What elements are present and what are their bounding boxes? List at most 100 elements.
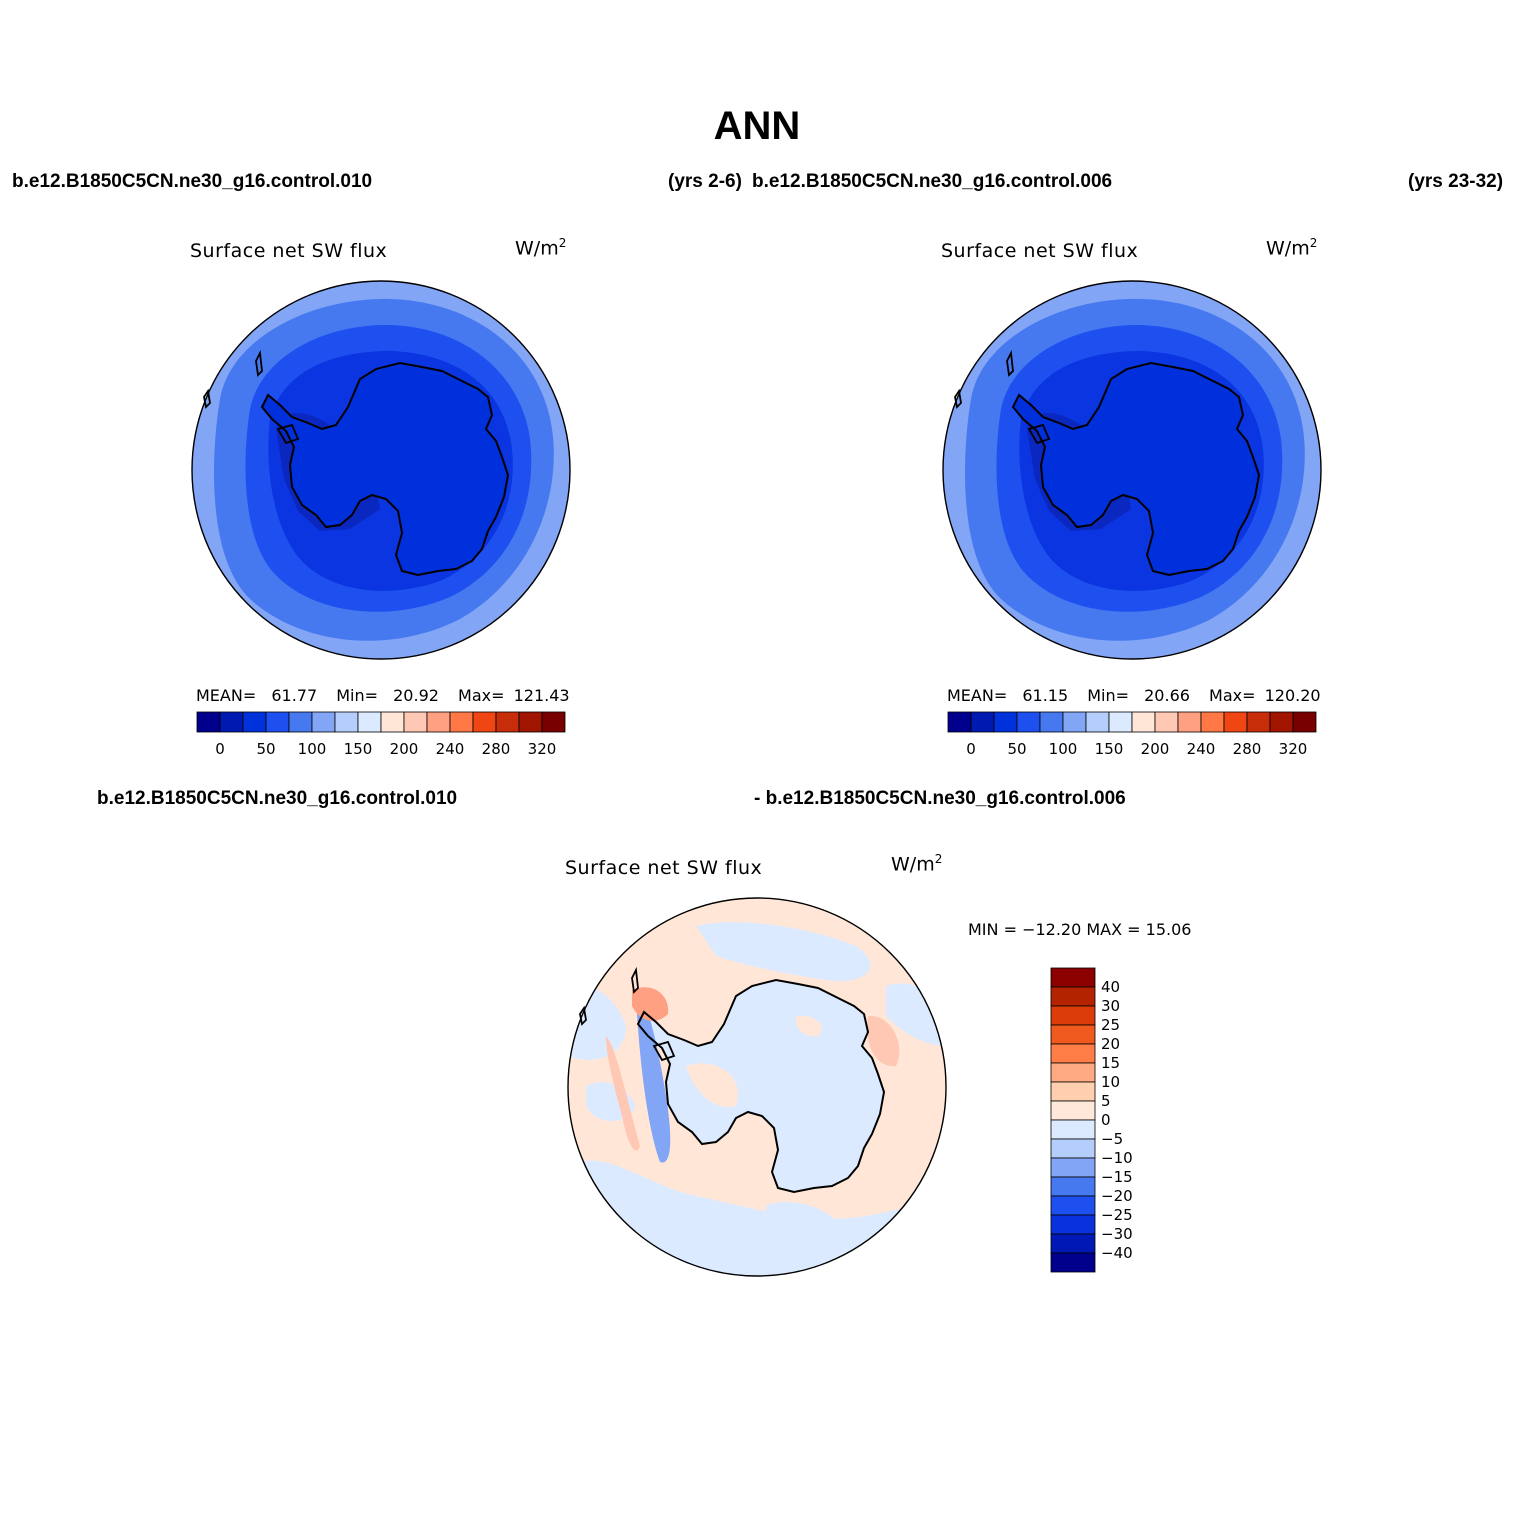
polar-map-right bbox=[942, 280, 1322, 660]
mean-label: MEAN= bbox=[947, 686, 1008, 705]
colorbar-tick-label: 0 bbox=[966, 740, 976, 758]
colorbar-box-9 bbox=[1050, 1138, 1096, 1159]
colorbar-box-14 bbox=[518, 711, 543, 733]
years-label-left: (yrs 2-6) bbox=[668, 171, 742, 192]
colorbar-tick-label: 280 bbox=[1233, 740, 1262, 758]
colorbar-tick-label: 200 bbox=[390, 740, 419, 758]
colorbar-box-10 bbox=[1177, 711, 1202, 733]
panel-title-right: Surface net SW flux bbox=[941, 240, 1139, 262]
map-boundary bbox=[942, 280, 1322, 660]
max-label: Max= bbox=[458, 686, 505, 705]
colorbar-tick-label: −30 bbox=[1101, 1225, 1133, 1243]
figure-title: ANN bbox=[713, 104, 801, 148]
colorbar-box-2 bbox=[1050, 1005, 1096, 1026]
max-value: 121.43 bbox=[513, 686, 570, 705]
colorbar-box-7 bbox=[1108, 711, 1133, 733]
colorbar-box-2 bbox=[993, 711, 1018, 733]
polar-map-diff bbox=[567, 897, 947, 1277]
positive-streak bbox=[606, 1036, 640, 1151]
mean-value: 61.15 bbox=[1022, 686, 1069, 705]
colorbar-box-9 bbox=[403, 711, 428, 733]
colorbar-tick-label: 5 bbox=[1101, 1092, 1111, 1110]
colorbar-tick-label: −5 bbox=[1101, 1130, 1123, 1148]
island-0 bbox=[255, 349, 263, 377]
negative-region-5 bbox=[766, 1201, 836, 1229]
min-label: Min= bbox=[336, 686, 379, 705]
positive-patch-east bbox=[795, 1015, 822, 1037]
colorbar-box-4 bbox=[1039, 711, 1064, 733]
colorbar-box-15 bbox=[1292, 711, 1317, 733]
colorbar-box-13 bbox=[1246, 711, 1271, 733]
colorbar-box-8 bbox=[380, 711, 405, 733]
negative-region-1 bbox=[696, 922, 871, 982]
colorbar-tick-label: −20 bbox=[1101, 1187, 1133, 1205]
island-2 bbox=[1027, 423, 1051, 445]
units-diff: W/m2 bbox=[891, 852, 943, 876]
colorbar-tick-label: −15 bbox=[1101, 1168, 1133, 1186]
island-1 bbox=[954, 388, 962, 409]
years-label-right: (yrs 23-32) bbox=[1408, 171, 1504, 192]
coastline bbox=[1011, 361, 1261, 577]
colorbar-tick-label: 25 bbox=[1101, 1016, 1120, 1034]
coastline bbox=[636, 978, 886, 1194]
min-value: 20.92 bbox=[393, 686, 439, 705]
colorbar-box-5 bbox=[1062, 711, 1087, 733]
colorbar-box-15 bbox=[1050, 1252, 1096, 1273]
colorbar-tick-label: 150 bbox=[1095, 740, 1124, 758]
colorbar-box-7 bbox=[357, 711, 382, 733]
colorbar-tick-label: 50 bbox=[1007, 740, 1026, 758]
colorbar-tick-label: −25 bbox=[1101, 1206, 1133, 1224]
colorbar-tick-label: 150 bbox=[344, 740, 373, 758]
colorbar-tick-label: 15 bbox=[1101, 1054, 1120, 1072]
case-label-right: b.e12.B1850C5CN.ne30_g16.control.006 bbox=[752, 171, 1113, 192]
stats-right: MEAN= 61.15 Min= 20.66 Max= 120.20 bbox=[947, 686, 1321, 705]
colorbar-tick-label: 100 bbox=[298, 740, 327, 758]
colorbar-tick-label: 320 bbox=[528, 740, 557, 758]
island-2 bbox=[276, 423, 300, 445]
colorbar-tick-label: 30 bbox=[1101, 997, 1120, 1015]
panel-title-diff: Surface net SW flux bbox=[565, 857, 763, 879]
colorbar-tick-label: 40 bbox=[1101, 978, 1120, 996]
colorbar-box-11 bbox=[1050, 1176, 1096, 1197]
min-label: Min= bbox=[1087, 686, 1130, 705]
positive-east-coast bbox=[867, 1015, 900, 1067]
colorbar-box-10 bbox=[1050, 1157, 1096, 1178]
colorbar-tick-label: 20 bbox=[1101, 1035, 1120, 1053]
colorbar-tick-label: 320 bbox=[1279, 740, 1308, 758]
polar-map-left bbox=[191, 280, 571, 660]
colorbar-right: 0 50 100 150 200 240 280 320 bbox=[947, 711, 1317, 758]
colorbar-tick-label: 240 bbox=[436, 740, 465, 758]
colorbar-box-14 bbox=[1050, 1233, 1096, 1254]
colorbar-tick-label: 200 bbox=[1141, 740, 1170, 758]
panel-title-left: Surface net SW flux bbox=[190, 240, 388, 262]
colorbar-box-1 bbox=[1050, 986, 1096, 1007]
diff-case-a: b.e12.B1850C5CN.ne30_g16.control.010 bbox=[97, 788, 458, 809]
colorbar-tick-label: −10 bbox=[1101, 1149, 1133, 1167]
positive-patch-interior bbox=[686, 1063, 738, 1107]
antarctica-interior bbox=[262, 363, 508, 575]
colorbar-left: 0 50 100 150 200 240 280 320 bbox=[196, 711, 566, 758]
colorbar-tick-label: −40 bbox=[1101, 1244, 1133, 1262]
max-label: Max= bbox=[1209, 686, 1256, 705]
colorbar-box-3 bbox=[265, 711, 290, 733]
colorbar-box-11 bbox=[449, 711, 474, 733]
colorbar-box-0 bbox=[1050, 967, 1096, 988]
colorbar-box-12 bbox=[1223, 711, 1248, 733]
island-1 bbox=[579, 1005, 587, 1026]
colorbar-box-3 bbox=[1050, 1024, 1096, 1045]
colorbar-box-12 bbox=[1050, 1195, 1096, 1216]
colorbar-box-11 bbox=[1200, 711, 1225, 733]
island-1 bbox=[203, 388, 211, 409]
colorbar-box-2 bbox=[242, 711, 267, 733]
max-value: 120.20 bbox=[1264, 686, 1321, 705]
colorbar-box-9 bbox=[1154, 711, 1179, 733]
colorbar-box-1 bbox=[970, 711, 995, 733]
antarctica-diff bbox=[638, 980, 884, 1192]
island-0 bbox=[631, 966, 639, 994]
colorbar-box-14 bbox=[1269, 711, 1294, 733]
map-boundary bbox=[567, 897, 947, 1277]
colorbar-tick-label: 100 bbox=[1049, 740, 1078, 758]
colorbar-tick-label: 0 bbox=[1101, 1111, 1111, 1129]
colorbar-box-8 bbox=[1050, 1119, 1096, 1140]
